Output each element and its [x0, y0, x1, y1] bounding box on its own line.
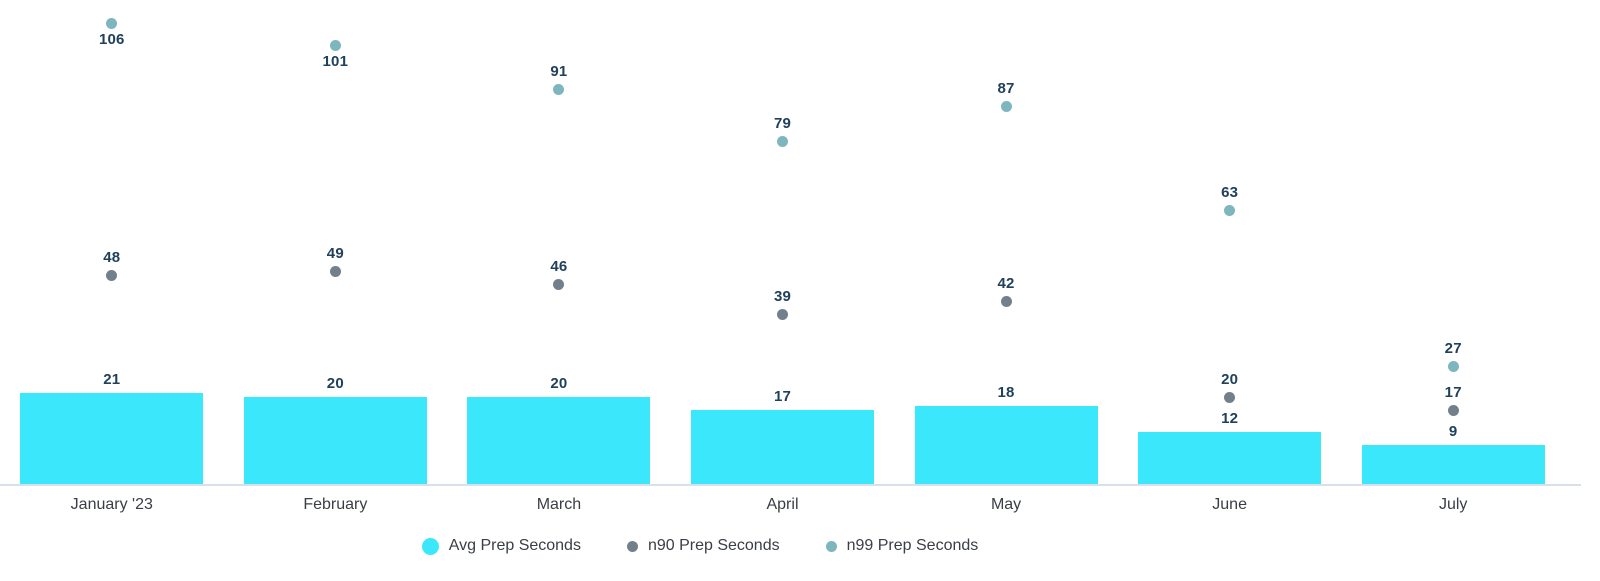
legend-label: n99 Prep Seconds — [846, 537, 979, 554]
n90-dot[interactable] — [106, 270, 118, 282]
x-axis-label: May — [990, 496, 1022, 513]
legend-item-n90-prep-seconds[interactable]: n90 Prep Seconds — [626, 536, 780, 556]
legend-label: n90 Prep Seconds — [647, 537, 780, 554]
bar-avg-prep-seconds[interactable] — [20, 392, 204, 484]
n99-dot[interactable] — [1224, 205, 1236, 217]
bar-value-label: 20 — [550, 375, 568, 393]
n90-dot[interactable] — [1447, 404, 1459, 416]
n99-value-label: 27 — [1444, 340, 1462, 358]
n90-dot[interactable] — [777, 309, 788, 321]
n99-value-label: 63 — [1221, 184, 1239, 202]
bar-value-label: 21 — [103, 370, 121, 388]
legend: Avg Prep Seconds n90 Prep Seconds n99 Pr… — [0, 536, 1500, 556]
bar-value-label: 9 — [1448, 422, 1458, 440]
n90-value-label: 17 — [1444, 383, 1462, 401]
bar-avg-prep-seconds[interactable] — [914, 405, 1098, 484]
x-axis-label: July — [1438, 496, 1468, 513]
legend-item-n99-prep-seconds[interactable]: n99 Prep Seconds — [825, 536, 979, 556]
n90-value-label: 46 — [550, 257, 568, 275]
x-axis-label: February — [303, 496, 368, 513]
n99-value-label: 101 — [322, 53, 349, 71]
bar-value-label: 12 — [1221, 409, 1239, 427]
n99-value-label: 87 — [997, 79, 1015, 97]
n90-value-label: 48 — [103, 249, 121, 267]
n90-value-label: 20 — [1221, 370, 1239, 388]
legend-item-avg-prep-seconds[interactable]: Avg Prep Seconds — [421, 536, 581, 556]
n90-value-label: 39 — [773, 288, 792, 306]
n99-prep-seconds-swatch-icon — [825, 540, 837, 552]
n99-value-label: 79 — [773, 114, 792, 132]
x-axis-label: January '23 — [70, 496, 153, 513]
bar-avg-prep-seconds[interactable] — [691, 410, 874, 484]
bar-avg-prep-seconds[interactable] — [1138, 431, 1322, 484]
x-axis-label: June — [1212, 496, 1247, 513]
n90-value-label: 49 — [326, 244, 344, 262]
n99-dot[interactable] — [329, 40, 341, 52]
bar-avg-prep-seconds[interactable] — [243, 397, 427, 484]
n90-dot[interactable] — [1224, 391, 1236, 403]
bar-value-label: 18 — [997, 383, 1015, 401]
bar-avg-prep-seconds[interactable] — [467, 397, 651, 484]
n99-dot[interactable] — [553, 83, 565, 95]
n99-dot[interactable] — [1000, 100, 1012, 112]
n99-dot[interactable] — [777, 135, 788, 147]
n99-dot[interactable] — [106, 18, 118, 30]
n99-value-label: 91 — [550, 62, 568, 80]
n99-dot[interactable] — [1447, 361, 1459, 373]
legend-label: Avg Prep Seconds — [448, 537, 581, 554]
avg-prep-seconds-swatch-icon — [421, 537, 439, 555]
bar-value-label: 17 — [773, 388, 792, 406]
x-axis-label: April — [766, 496, 799, 513]
x-axis-label: March — [536, 496, 582, 513]
n99-value-label: 106 — [98, 31, 125, 49]
n90-dot[interactable] — [1000, 296, 1012, 308]
n90-dot[interactable] — [329, 265, 341, 277]
n90-prep-seconds-swatch-icon — [626, 540, 638, 552]
n90-dot[interactable] — [553, 278, 565, 290]
bar-value-label: 20 — [326, 375, 344, 393]
bar-avg-prep-seconds[interactable] — [1361, 444, 1545, 484]
n90-value-label: 42 — [997, 275, 1015, 293]
x-axis-baseline — [0, 484, 1581, 486]
